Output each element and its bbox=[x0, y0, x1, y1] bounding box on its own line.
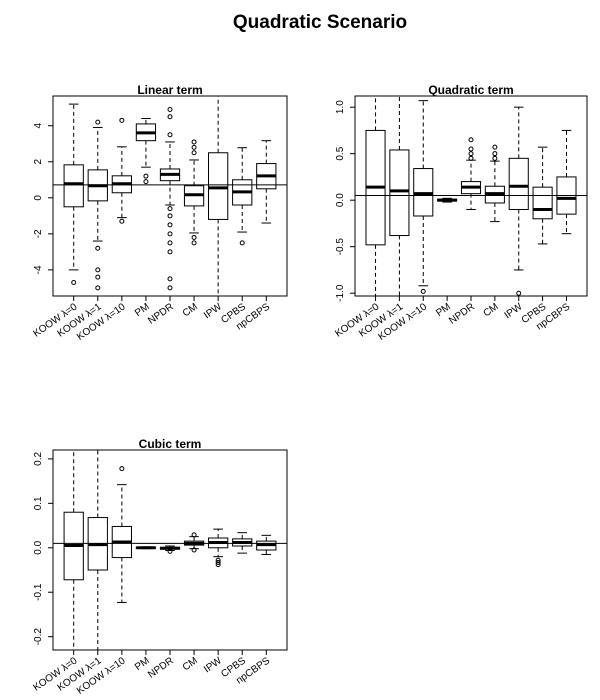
plot-frame bbox=[52, 95, 288, 297]
x-tick-label: CM bbox=[482, 301, 501, 319]
outlier bbox=[191, 150, 197, 156]
y-tick-label: 1.0 bbox=[335, 100, 346, 114]
y-tick-label: -0.5 bbox=[335, 238, 346, 256]
outlier bbox=[119, 218, 125, 224]
y-tick-label: 0.0 bbox=[335, 193, 346, 207]
outlier bbox=[95, 274, 101, 280]
outlier bbox=[119, 466, 125, 472]
outlier bbox=[167, 222, 173, 228]
figure-title: Quadratic Scenario bbox=[233, 12, 407, 33]
plot-frame bbox=[354, 95, 588, 297]
outlier bbox=[516, 290, 522, 296]
outlier bbox=[95, 285, 101, 291]
outlier bbox=[191, 144, 197, 150]
outlier bbox=[167, 240, 173, 246]
plot-area bbox=[355, 96, 587, 296]
outlier bbox=[167, 114, 173, 120]
outlier bbox=[468, 151, 474, 157]
outlier bbox=[143, 173, 149, 179]
panel-title: Cubic term bbox=[139, 437, 202, 451]
outlier bbox=[143, 179, 149, 185]
outlier bbox=[167, 107, 173, 113]
outlier bbox=[215, 562, 221, 568]
outlier bbox=[191, 139, 197, 145]
y-tick-label: 0.5 bbox=[335, 146, 346, 160]
y-tick-label: 0 bbox=[33, 195, 44, 201]
y-tick-label: 0.0 bbox=[33, 540, 44, 554]
box bbox=[389, 149, 410, 237]
outlier bbox=[167, 206, 173, 212]
box bbox=[208, 152, 229, 220]
panel-title: Quadratic term bbox=[428, 83, 513, 97]
y-tick-label: 0.1 bbox=[33, 496, 44, 510]
outlier bbox=[420, 288, 426, 294]
outlier bbox=[71, 279, 77, 285]
plot-area bbox=[53, 96, 287, 296]
outlier bbox=[167, 548, 173, 554]
outlier bbox=[167, 132, 173, 138]
outlier bbox=[191, 240, 197, 246]
y-tick-label: -2 bbox=[33, 229, 44, 238]
y-tick-label: -4 bbox=[33, 265, 44, 274]
x-tick-label: NPDR bbox=[146, 301, 176, 326]
x-tick-label: NPDR bbox=[146, 655, 176, 680]
y-tick-label: -0.1 bbox=[33, 583, 44, 601]
outlier bbox=[119, 117, 125, 123]
plot-area bbox=[53, 450, 287, 650]
outlier bbox=[191, 532, 197, 538]
y-tick-label: -1.0 bbox=[335, 284, 346, 302]
x-tick-label: NPDR bbox=[447, 301, 477, 326]
outlier bbox=[492, 155, 498, 161]
outlier bbox=[95, 267, 101, 273]
box bbox=[532, 186, 553, 220]
box bbox=[63, 164, 84, 208]
x-tick-label: CM bbox=[181, 301, 200, 319]
outlier bbox=[167, 249, 173, 255]
outlier bbox=[468, 137, 474, 143]
outlier bbox=[167, 213, 173, 219]
outlier bbox=[468, 146, 474, 152]
outlier bbox=[492, 151, 498, 157]
y-tick-label: 2 bbox=[33, 159, 44, 165]
y-tick-label: -0.2 bbox=[33, 628, 44, 646]
plot-frame bbox=[52, 449, 288, 651]
outlier bbox=[95, 119, 101, 125]
x-tick-label: CM bbox=[181, 655, 200, 673]
box bbox=[508, 157, 529, 210]
outlier bbox=[239, 240, 245, 246]
panel-title: Linear term bbox=[137, 83, 202, 97]
outlier bbox=[167, 285, 173, 291]
outlier bbox=[191, 547, 197, 553]
outlier bbox=[167, 276, 173, 282]
y-tick-label: 4 bbox=[33, 123, 44, 129]
y-tick-label: 0.2 bbox=[33, 452, 44, 466]
outlier bbox=[468, 155, 474, 161]
outlier bbox=[191, 234, 197, 240]
outlier bbox=[215, 559, 221, 565]
outlier bbox=[95, 245, 101, 251]
outlier bbox=[167, 231, 173, 237]
outlier bbox=[492, 144, 498, 150]
